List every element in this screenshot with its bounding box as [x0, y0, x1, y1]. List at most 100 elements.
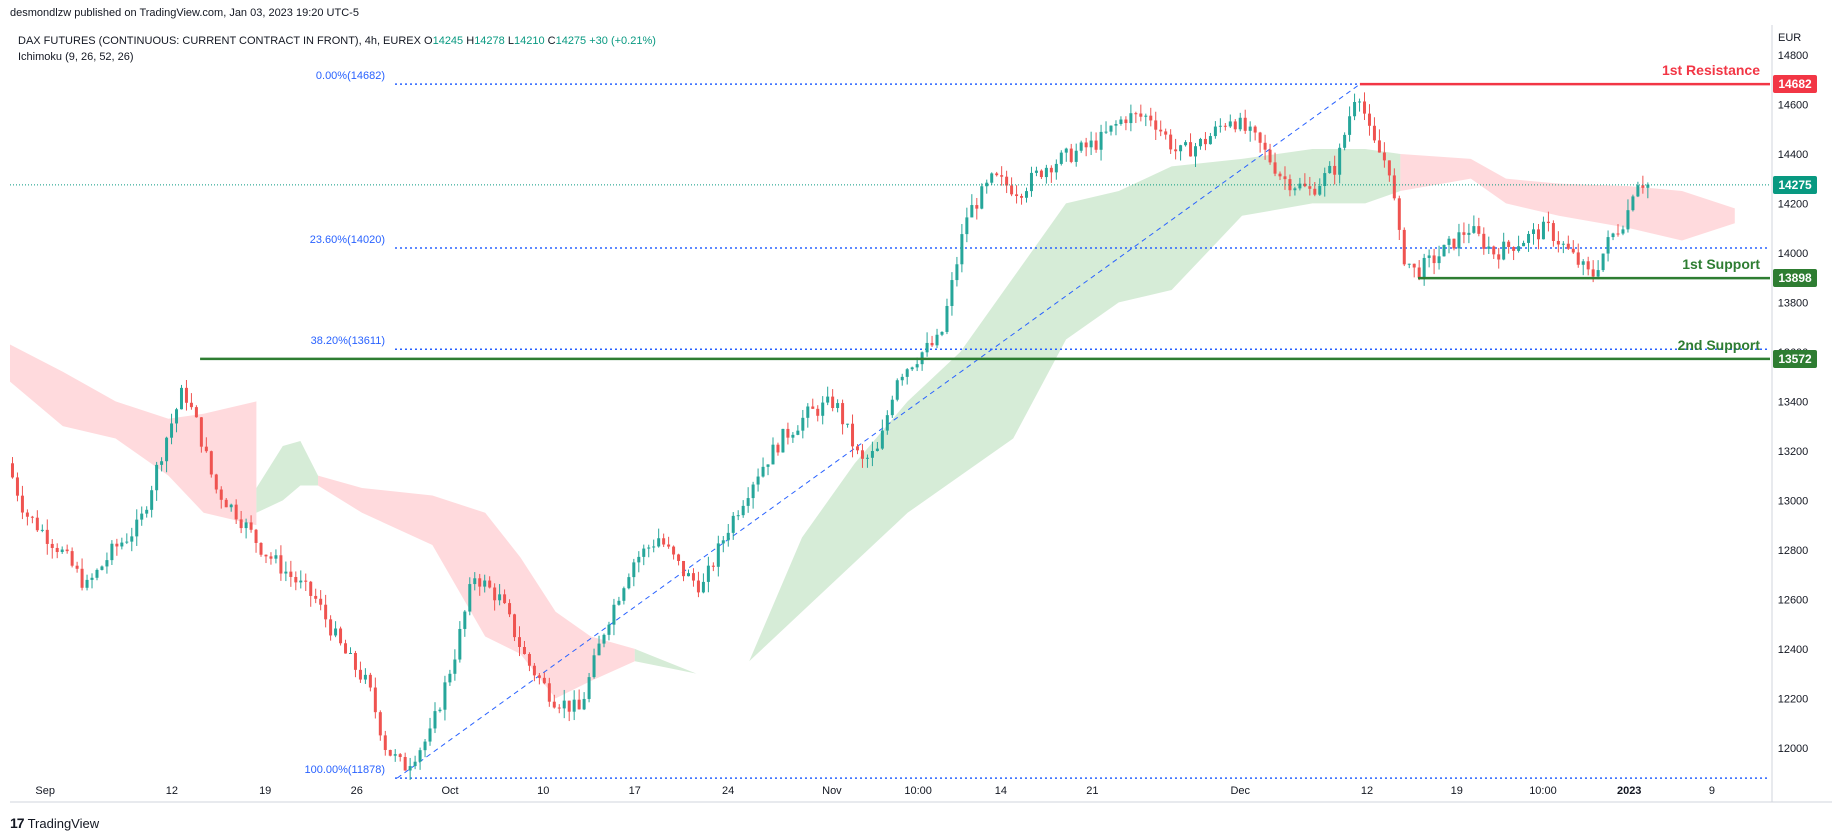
- candle-body: [1194, 146, 1198, 157]
- fib-level-label: 0.00%(14682): [316, 70, 385, 82]
- candle-body: [1015, 194, 1019, 197]
- fib-level-label: 38.20%(13611): [311, 335, 385, 347]
- x-tick-label: 21: [1086, 785, 1098, 797]
- candle-body: [945, 305, 949, 332]
- candle-body: [179, 387, 183, 410]
- candle-body: [985, 182, 989, 187]
- indicator-legend[interactable]: Ichimoku (9, 26, 52, 26): [18, 51, 134, 63]
- x-tick-label: Nov: [822, 785, 842, 797]
- candle-body: [562, 700, 566, 709]
- candle-body: [95, 569, 99, 578]
- candle-body: [1114, 124, 1118, 126]
- x-tick-label: 17: [629, 785, 641, 797]
- candle-body: [1462, 232, 1466, 235]
- candle-body: [150, 490, 154, 510]
- candle-body: [617, 600, 621, 605]
- candle-body: [468, 584, 472, 612]
- candle-body: [194, 407, 198, 418]
- candle-body: [488, 580, 492, 588]
- candle-body: [165, 437, 169, 462]
- x-tick-label: 26: [351, 785, 363, 797]
- candle-body: [582, 698, 586, 710]
- candle-body: [622, 588, 626, 601]
- y-tick-label: 12800: [1778, 545, 1809, 557]
- candle-body: [65, 549, 69, 552]
- candle-body: [254, 529, 258, 543]
- symbol-name: DAX FUTURES (CONTINUOUS: CURRENT CONTRAC…: [18, 35, 421, 47]
- candle-body: [35, 517, 39, 531]
- candle-body: [1397, 198, 1401, 230]
- candle-body: [170, 423, 174, 438]
- candle-body: [1536, 229, 1540, 240]
- candle-body: [393, 754, 397, 756]
- candle-body: [771, 444, 775, 465]
- y-tick-label: 14400: [1778, 149, 1809, 161]
- candle-body: [1238, 117, 1242, 130]
- candle-body: [1208, 136, 1212, 145]
- candle-body: [816, 408, 820, 416]
- candle-body: [214, 474, 218, 490]
- candle-body: [125, 541, 129, 543]
- candle-body: [10, 463, 14, 478]
- x-tick-label: 19: [259, 785, 271, 797]
- candle-body: [970, 205, 974, 218]
- candle-body: [746, 498, 750, 506]
- candle-body: [1094, 140, 1098, 150]
- candle-body: [493, 587, 497, 601]
- candle-body: [517, 637, 521, 647]
- candle-body: [314, 595, 318, 599]
- candle-body: [145, 509, 149, 514]
- candle-body: [284, 571, 288, 574]
- candle-body: [691, 573, 695, 581]
- symbol-legend[interactable]: DAX FUTURES (CONTINUOUS: CURRENT CONTRAC…: [18, 35, 656, 47]
- candle-body: [895, 380, 899, 400]
- candle-body: [80, 568, 84, 588]
- support-1-label: 1st Support: [1682, 256, 1760, 272]
- candle-body: [1626, 210, 1630, 230]
- candle-body: [175, 409, 179, 424]
- candle-body: [1328, 165, 1332, 174]
- candle-body: [1586, 261, 1590, 270]
- candle-body: [1054, 163, 1058, 173]
- candle-body: [781, 428, 785, 453]
- ohlc-low: 14210: [513, 35, 545, 47]
- candle-body: [721, 540, 725, 544]
- candle-body: [60, 549, 64, 553]
- x-tick-label: 10: [537, 785, 549, 797]
- candle-body: [1377, 140, 1381, 153]
- candle-body: [1522, 242, 1526, 247]
- candle-body: [1631, 196, 1635, 211]
- candle-body: [508, 603, 512, 615]
- candle-body: [1109, 125, 1113, 132]
- candle-body: [1074, 150, 1078, 162]
- candle-body: [1338, 147, 1342, 175]
- y-tick-label: 14800: [1778, 50, 1809, 62]
- candle-body: [160, 461, 164, 465]
- fib-level-label: 100.00%(11878): [304, 764, 385, 776]
- candle-body: [1248, 126, 1252, 131]
- candle-body: [860, 450, 864, 459]
- ohlc-high-label: H: [466, 35, 475, 47]
- candle-body: [1139, 113, 1143, 117]
- candle-body: [85, 579, 89, 588]
- candle-body: [1233, 121, 1237, 130]
- candle-body: [522, 646, 526, 655]
- candle-body: [453, 659, 457, 674]
- candle-body: [647, 547, 651, 549]
- candle-body: [1025, 191, 1029, 198]
- candle-body: [229, 504, 233, 508]
- candle-body: [1358, 101, 1362, 103]
- candle-body: [1541, 221, 1545, 240]
- candle-body: [627, 577, 631, 589]
- candle-body: [865, 457, 869, 459]
- tradingview-logo[interactable]: 17 TradingView: [10, 815, 99, 831]
- ohlc-open-label: O: [424, 35, 433, 47]
- candle-body: [751, 484, 755, 499]
- candle-body: [1353, 101, 1357, 117]
- candle-body: [1452, 238, 1456, 249]
- candle-body: [1228, 121, 1232, 127]
- candle-body: [1119, 119, 1123, 125]
- candle-body: [950, 280, 954, 306]
- candle-body: [1571, 248, 1575, 253]
